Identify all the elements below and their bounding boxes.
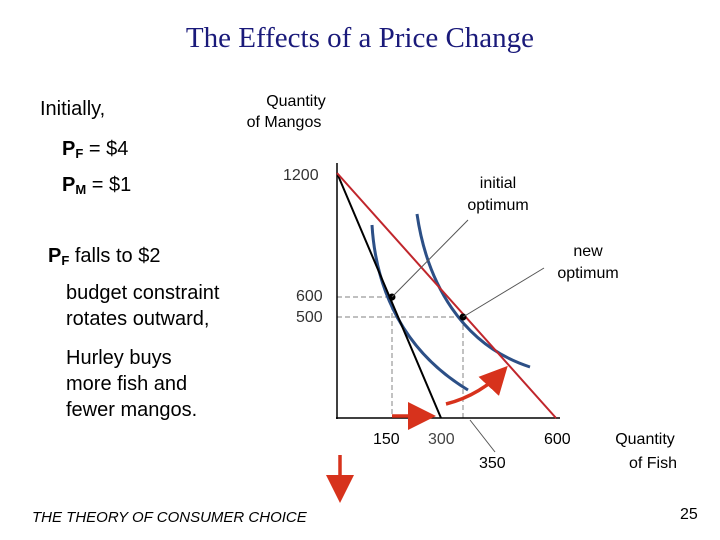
indifference-curve-initial	[370, 224, 469, 392]
new-optimum-label-line-1: new	[573, 243, 603, 260]
footer-text: THE THEORY OF CONSUMER CHOICE	[32, 509, 307, 526]
initial-optimum-leader	[391, 219, 469, 298]
x-tick-300: 300	[428, 431, 455, 448]
price-fish-falls: PF falls to $2	[48, 245, 161, 268]
x-tick-350: 350	[479, 455, 506, 472]
y-axis-label-line-2: of Mangos	[247, 114, 322, 131]
new-budget-line	[336, 172, 557, 419]
explanation-line-5: fewer mangos.	[66, 399, 198, 421]
rotation-arrow	[445, 365, 508, 406]
initially-text: Initially,	[40, 98, 106, 120]
x-tick-150: 150	[373, 431, 400, 448]
y-axis-label-line-1: Quantity	[266, 93, 326, 110]
initial-optimum-label-line-2: optimum	[467, 197, 528, 214]
y-tick-600: 600	[296, 288, 323, 305]
page-number: 25	[680, 506, 698, 523]
explanation-line-2: rotates outward,	[66, 308, 210, 330]
price-fish-initial: PF = $4	[62, 138, 129, 161]
explanation-line-3: Hurley buys	[66, 347, 172, 369]
new-optimum-label-line-2: optimum	[557, 265, 618, 282]
y-tick-500: 500	[296, 309, 323, 326]
initial-optimum-label-line-1: initial	[480, 175, 516, 192]
x-axis-label-line-2: of Fish	[629, 455, 677, 472]
explanation-line-1: budget constraint	[66, 282, 220, 304]
new-optimum-leader	[462, 267, 545, 318]
slide-title: The Effects of a Price Change	[185, 22, 535, 54]
indifference-curve-new	[415, 213, 531, 369]
tick-350-leader	[469, 419, 496, 453]
x-tick-600: 600	[544, 431, 571, 448]
explanation-line-4: more fish and	[66, 373, 188, 395]
price-mango: PM = $1	[62, 174, 132, 197]
x-axis-label-line-1: Quantity	[615, 431, 675, 448]
y-tick-1200: 1200	[283, 167, 319, 184]
